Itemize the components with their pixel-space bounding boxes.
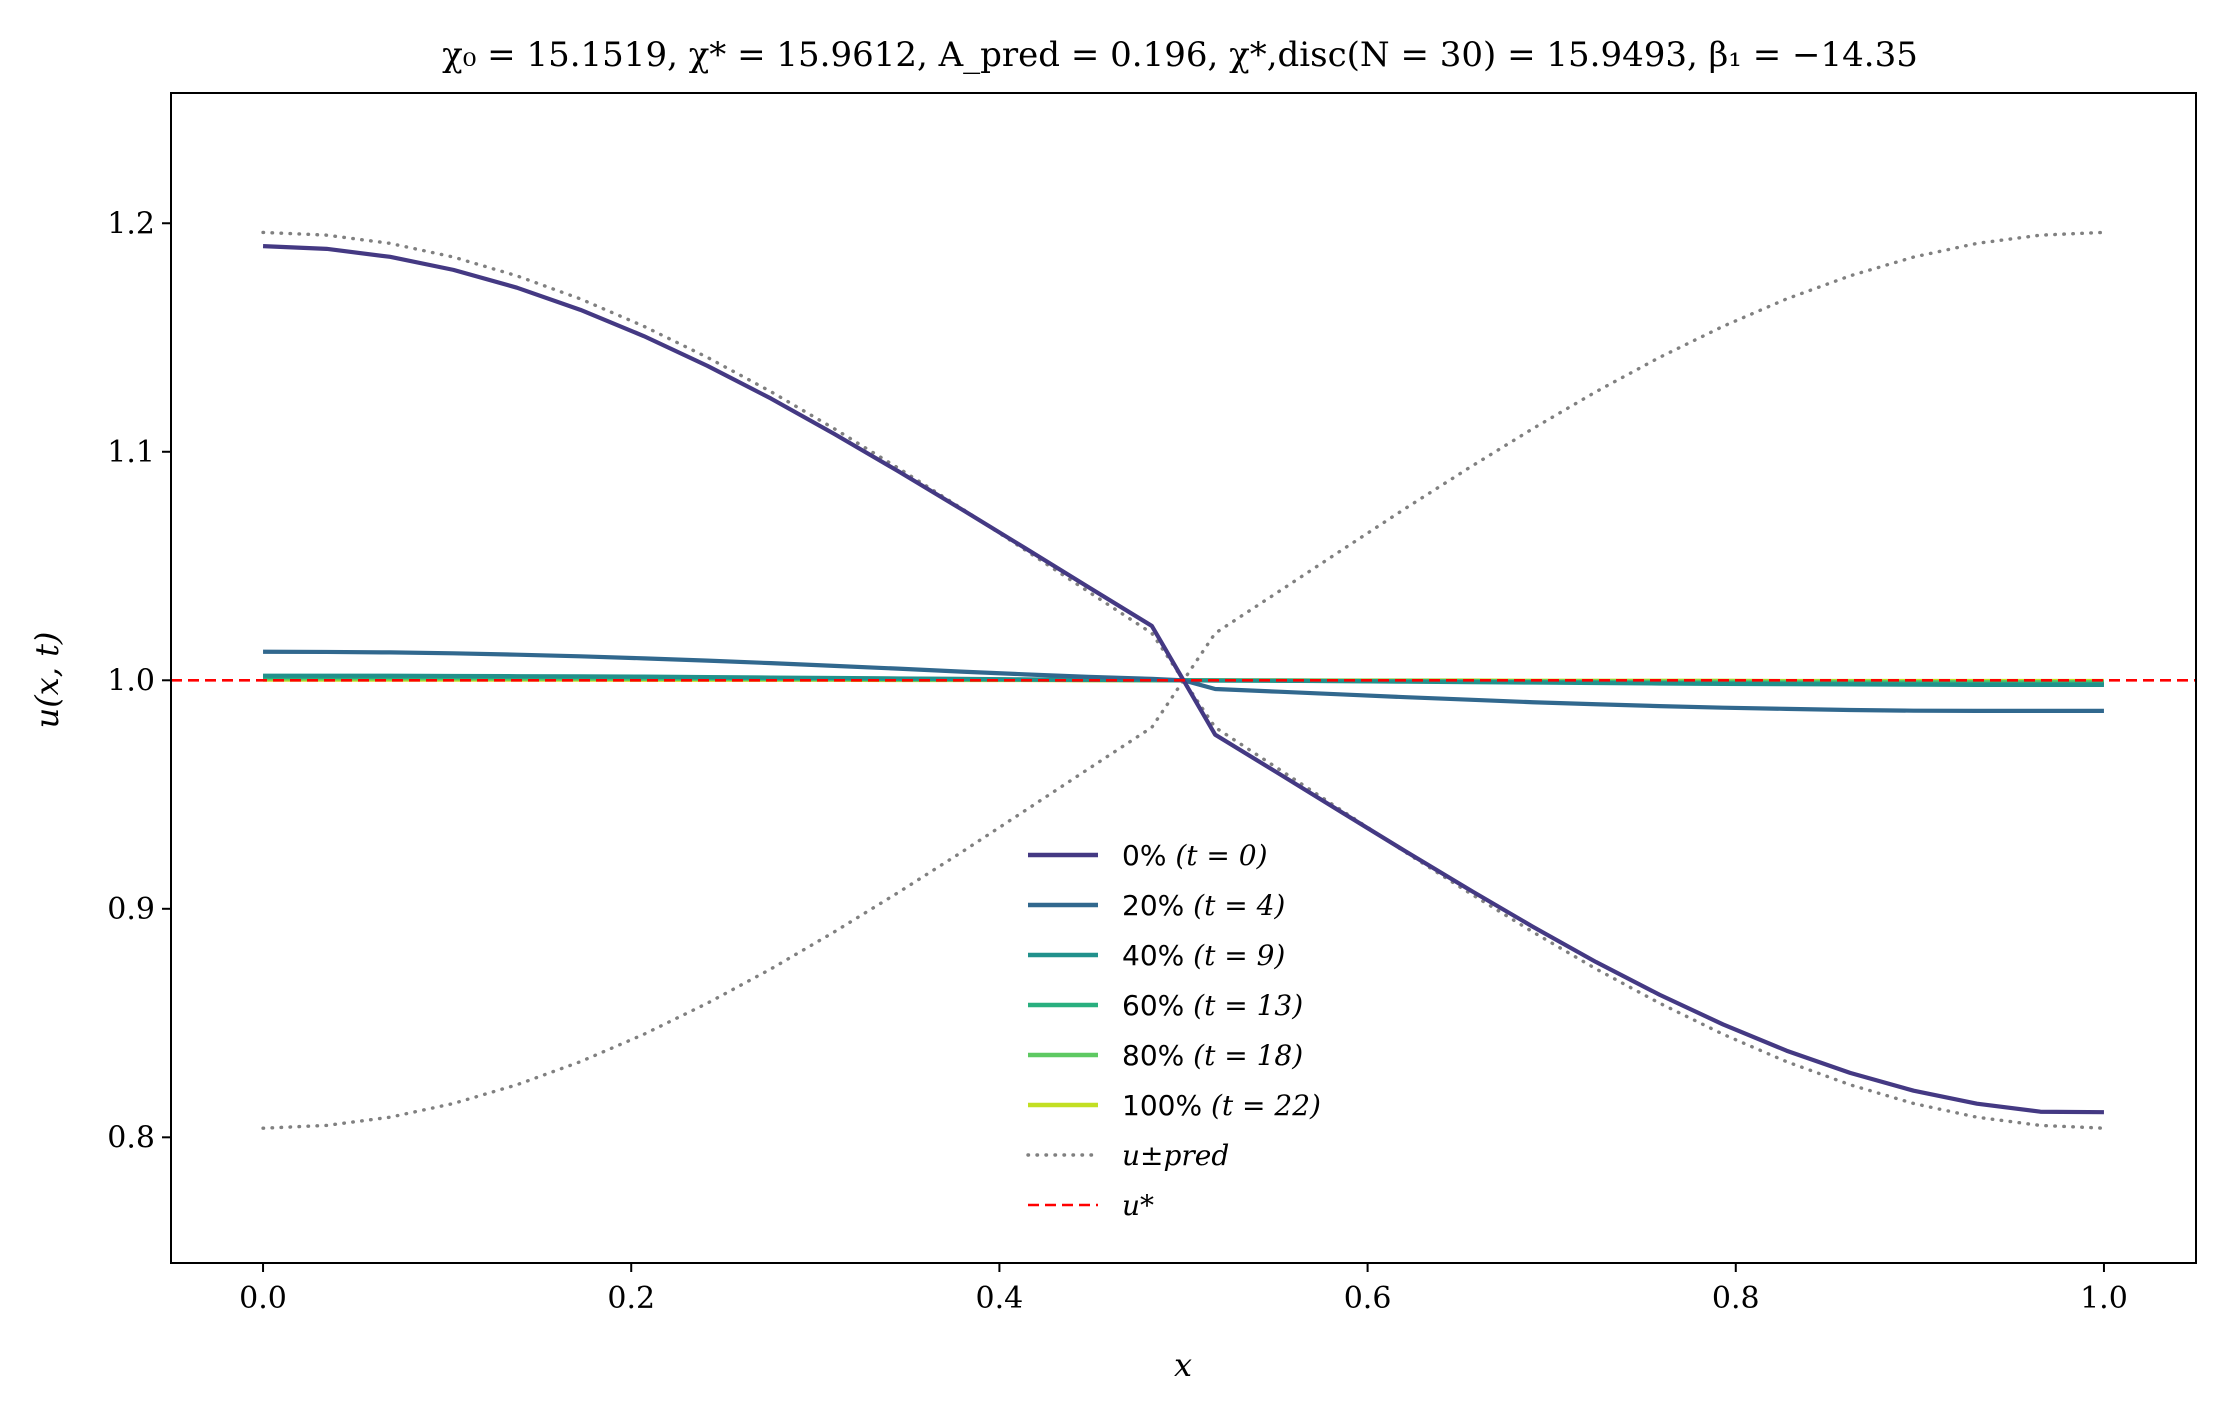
plot-area xyxy=(171,230,2196,1130)
legend-label: u* xyxy=(1122,1189,1154,1222)
legend-label: 0% (t = 0) xyxy=(1122,839,1268,872)
legend-entry: 0% (t = 0) xyxy=(1028,839,1268,872)
legend-label: 20% (t = 4) xyxy=(1122,889,1285,922)
y-tick-label: 0.8 xyxy=(107,1120,155,1155)
y-axis-label: u(x, t) xyxy=(28,632,66,729)
legend-entry: 80% (t = 18) xyxy=(1028,1039,1303,1072)
legend-entry: 20% (t = 4) xyxy=(1028,889,1285,922)
legend-label: 80% (t = 18) xyxy=(1122,1039,1303,1072)
y-tick-label: 1.2 xyxy=(107,206,155,241)
axes: 0.0 0.2 0.4 0.6 0.8 1.0 0.8 0.9 1.0 1.1 1.2 xyxy=(107,92,2197,1316)
legend-label: u±pred xyxy=(1122,1139,1229,1172)
chart-title: χ₀ = 15.1519, χ* = 15.9612, A_pred = 0.1… xyxy=(442,35,1918,75)
legend-label: 60% (t = 13) xyxy=(1122,989,1303,1022)
y-tick-label: 1.1 xyxy=(107,435,155,470)
legend-label: 40% (t = 9) xyxy=(1122,939,1285,972)
legend-entry: 60% (t = 13) xyxy=(1028,989,1303,1022)
legend-entry: u±pred xyxy=(1026,1139,1229,1172)
x-tick-label: 0.0 xyxy=(239,1281,287,1316)
x-axis-label: x xyxy=(1174,1346,1192,1384)
x-tick-label: 0.2 xyxy=(607,1281,655,1316)
legend: 0% (t = 0) 20% (t = 4) 40% (t = 9) 60% (t =… xyxy=(1026,839,1321,1222)
x-tick-label: 0.8 xyxy=(1712,1281,1760,1316)
plot-frame xyxy=(170,92,2197,1264)
legend-entry: u* xyxy=(1028,1189,1154,1222)
legend-entry: 40% (t = 9) xyxy=(1028,939,1285,972)
series-group xyxy=(171,230,2196,1130)
x-tick-label: 1.0 xyxy=(2080,1281,2128,1316)
y-tick-label: 0.9 xyxy=(107,892,155,927)
y-tick-label: 1.0 xyxy=(107,663,155,698)
x-tick-label: 0.4 xyxy=(976,1281,1024,1316)
legend-entry: 100% (t = 22) xyxy=(1028,1089,1321,1122)
x-tick-label: 0.6 xyxy=(1344,1281,1392,1316)
legend-label: 100% (t = 22) xyxy=(1122,1089,1321,1122)
